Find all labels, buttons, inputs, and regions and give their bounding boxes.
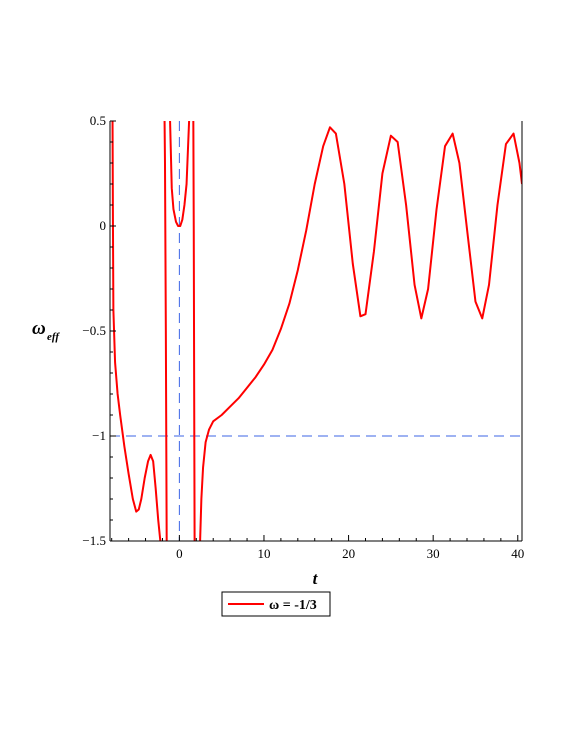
series-line-segment <box>199 126 522 541</box>
x-tick-label: 30 <box>427 546 440 561</box>
y-axis-title: ω eff <box>32 318 60 343</box>
y-axis-title-main: ω <box>32 318 46 339</box>
y-tick-label: 0.5 <box>90 113 106 128</box>
series-line-segment <box>163 120 168 541</box>
x-axis-title: t <box>313 569 319 588</box>
series-line-segment <box>169 120 191 227</box>
x-tick-label: 20 <box>342 546 355 561</box>
reference-lines <box>110 121 522 541</box>
y-axis-title-sub: eff <box>47 331 60 343</box>
y-tick-label: −0.5 <box>82 323 106 338</box>
x-tick-label: 40 <box>511 546 524 561</box>
series-group <box>111 120 522 541</box>
tick-labels: 0 10 20 30 40 0.5 0 −0.5 −1 −1.5 <box>82 113 524 561</box>
legend-label: ω = -1/3 <box>269 598 317 613</box>
legend: ω = -1/3 <box>221 591 331 617</box>
ticks <box>110 120 519 542</box>
y-tick-label: −1.5 <box>82 533 106 548</box>
x-tick-label: 0 <box>176 546 183 561</box>
y-tick-label: 0 <box>100 218 107 233</box>
series-0 <box>111 120 522 541</box>
x-tick-label: 10 <box>257 546 270 561</box>
series-line-segment <box>192 120 196 541</box>
y-tick-label: −1 <box>92 428 106 443</box>
series-line-segment <box>111 120 162 541</box>
